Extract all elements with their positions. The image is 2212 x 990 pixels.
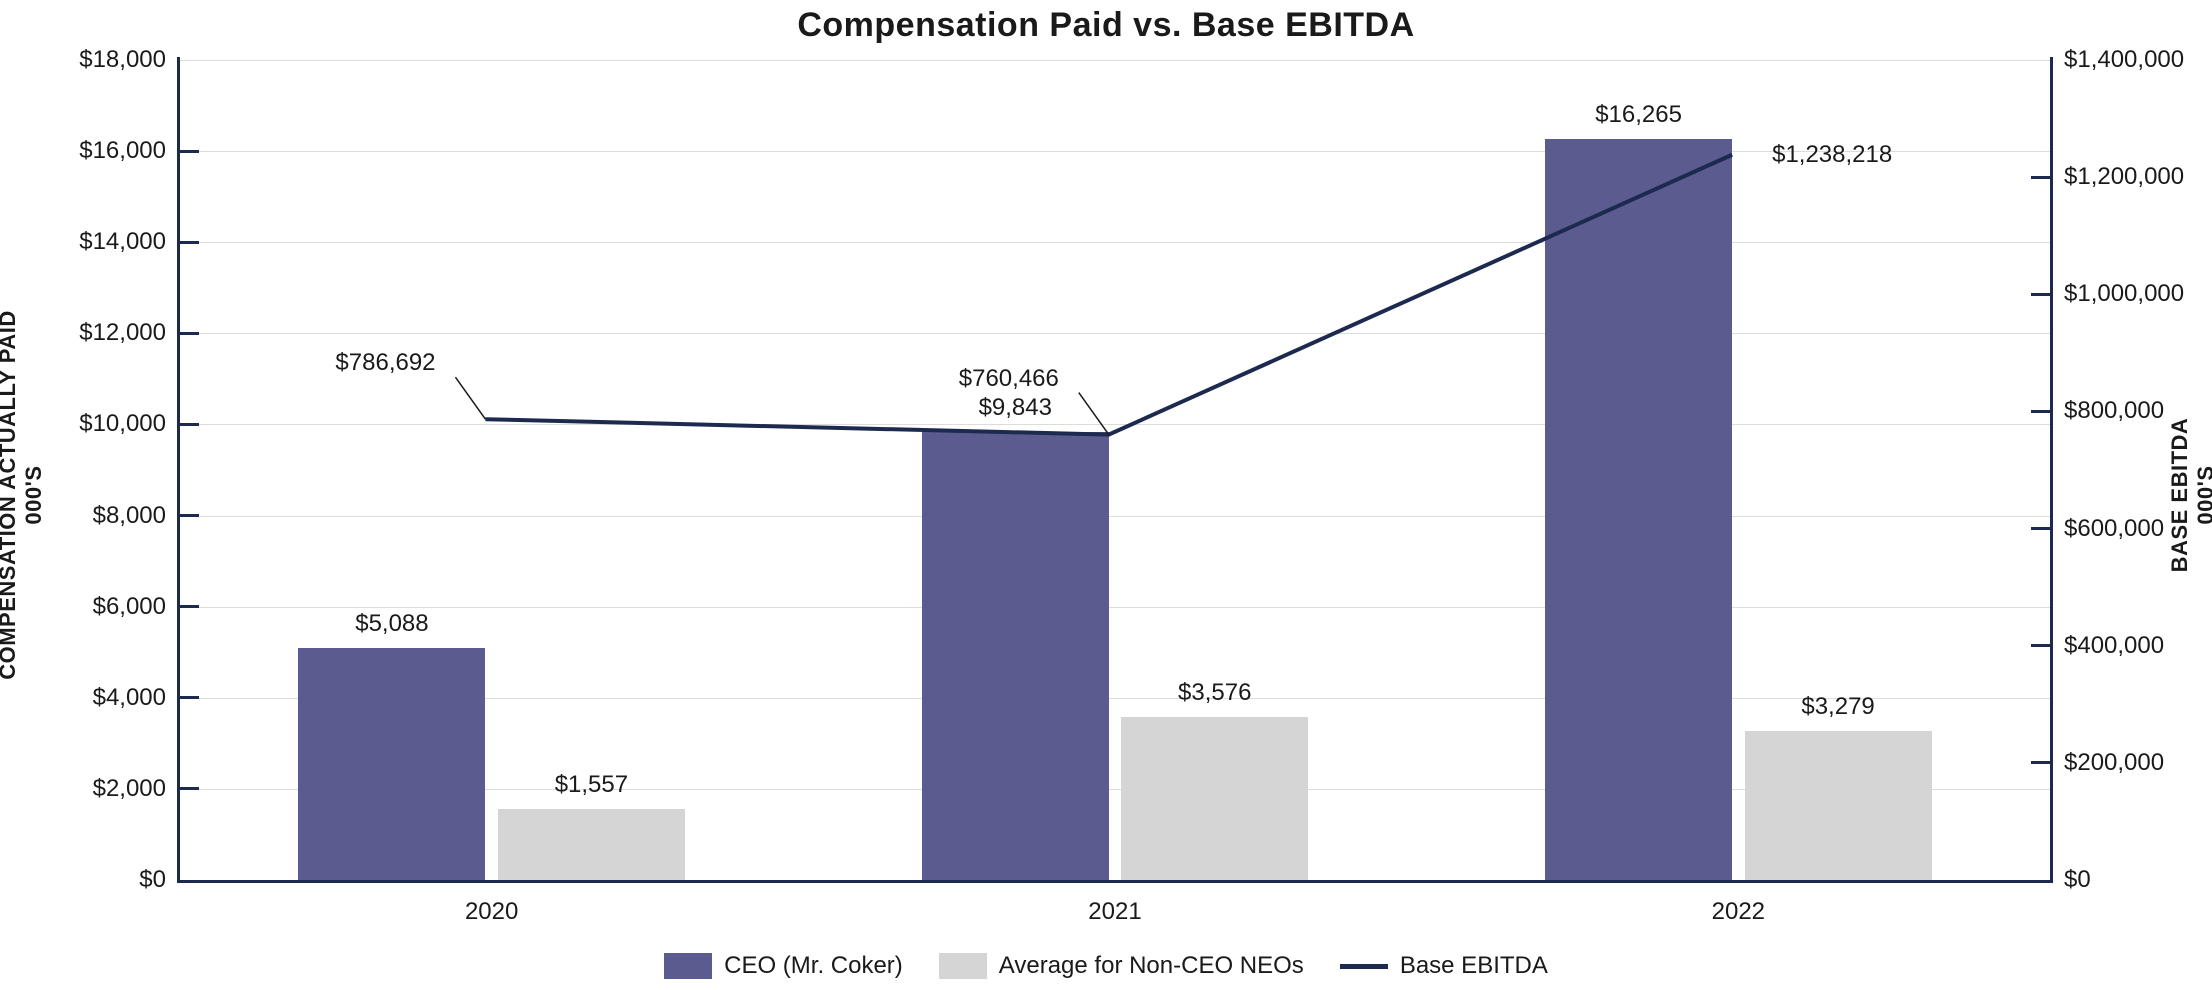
y-left-tick-label: $18,000 — [79, 46, 180, 74]
chart-title: Compensation Paid vs. Base EBITDA — [0, 6, 2212, 45]
y-right-tick-mark — [2031, 176, 2053, 179]
legend-label: Average for Non-CEO NEOs — [999, 952, 1304, 980]
bar-value-label: $3,279 — [1801, 693, 1874, 721]
bar-value-label: $3,576 — [1178, 679, 1251, 707]
gridline — [180, 60, 2050, 61]
y-left-tick-mark — [177, 696, 199, 699]
legend-swatch — [1340, 964, 1388, 969]
y-left-tick-mark — [177, 241, 199, 244]
y-right-tick-label: $1,400,000 — [2050, 46, 2184, 74]
gridline — [180, 151, 2050, 152]
y-axis-left — [177, 57, 180, 883]
legend-item: Base EBITDA — [1340, 952, 1548, 980]
y-left-tick-label: $10,000 — [79, 410, 180, 438]
bar-average-for-non-ceo-neos — [1121, 717, 1308, 880]
y-left-tick-mark — [177, 150, 199, 153]
bar-ceo-mr-coker- — [922, 432, 1109, 880]
line-value-label: $1,238,218 — [1772, 141, 1892, 169]
legend-label: Base EBITDA — [1400, 952, 1548, 980]
bar-value-label: $1,557 — [555, 771, 628, 799]
gridline — [180, 333, 2050, 334]
legend-label: CEO (Mr. Coker) — [724, 952, 903, 980]
line-leader — [455, 377, 485, 419]
y-right-tick-label: $200,000 — [2050, 749, 2164, 777]
y-left-tick-label: $2,000 — [93, 775, 180, 803]
legend: CEO (Mr. Coker) Average for Non-CEO NEOs B… — [0, 952, 2212, 980]
bar-value-label: $16,265 — [1595, 101, 1682, 129]
y-left-axis-title: COMPENSATION ACTUALLY PAID 000'S — [0, 295, 47, 695]
y-left-tick-mark — [177, 787, 199, 790]
y-right-tick-mark — [2031, 644, 2053, 647]
legend-swatch — [664, 953, 712, 979]
legend-item: CEO (Mr. Coker) — [664, 952, 903, 980]
bar-value-label: $5,088 — [355, 610, 428, 638]
legend-swatch — [939, 953, 987, 979]
y-right-tick-label: $1,000,000 — [2050, 280, 2184, 308]
y-left-tick-label: $6,000 — [93, 593, 180, 621]
y-right-tick-mark — [2031, 761, 2053, 764]
line-value-label: $786,692 — [335, 349, 435, 377]
y-right-tick-label: $1,200,000 — [2050, 163, 2184, 191]
y-left-tick-label: $0 — [139, 866, 180, 894]
y-right-tick-label: $400,000 — [2050, 632, 2164, 660]
y-left-tick-mark — [177, 423, 199, 426]
line-value-label: $760,466 — [959, 365, 1059, 393]
x-tick-label: 2022 — [1712, 880, 1765, 926]
gridline — [180, 424, 2050, 425]
bar-average-for-non-ceo-neos — [1745, 731, 1932, 880]
y-right-tick-mark — [2031, 293, 2053, 296]
gridline — [180, 242, 2050, 243]
gridline — [180, 607, 2050, 608]
y-left-tick-label: $12,000 — [79, 319, 180, 347]
y-left-tick-mark — [177, 605, 199, 608]
y-left-tick-label: $4,000 — [93, 684, 180, 712]
y-left-tick-mark — [177, 332, 199, 335]
y-left-tick-label: $14,000 — [79, 228, 180, 256]
y-left-tick-label: $16,000 — [79, 137, 180, 165]
y-right-tick-label: $600,000 — [2050, 515, 2164, 543]
bar-value-label: $9,843 — [979, 394, 1052, 422]
legend-item: Average for Non-CEO NEOs — [939, 952, 1304, 980]
gridline — [180, 516, 2050, 517]
x-tick-label: 2020 — [465, 880, 518, 926]
y-right-tick-label: $800,000 — [2050, 397, 2164, 425]
y-right-tick-label: $0 — [2050, 866, 2091, 894]
y-left-tick-mark — [177, 514, 199, 517]
y-left-tick-label: $8,000 — [93, 502, 180, 530]
plot-area: $0$2,000$4,000$6,000$8,000$10,000$12,000… — [180, 60, 2050, 880]
y-right-tick-mark — [2031, 527, 2053, 530]
x-tick-label: 2021 — [1088, 880, 1141, 926]
y-right-tick-mark — [2031, 410, 2053, 413]
bar-ceo-mr-coker- — [298, 648, 485, 880]
line-leader — [1079, 393, 1109, 435]
bar-ceo-mr-coker- — [1545, 139, 1732, 880]
y-right-axis-title: BASE EBITDA 000'S — [2167, 295, 2212, 695]
chart-container: Compensation Paid vs. Base EBITDA COMPEN… — [0, 0, 2212, 990]
bar-average-for-non-ceo-neos — [498, 809, 685, 880]
